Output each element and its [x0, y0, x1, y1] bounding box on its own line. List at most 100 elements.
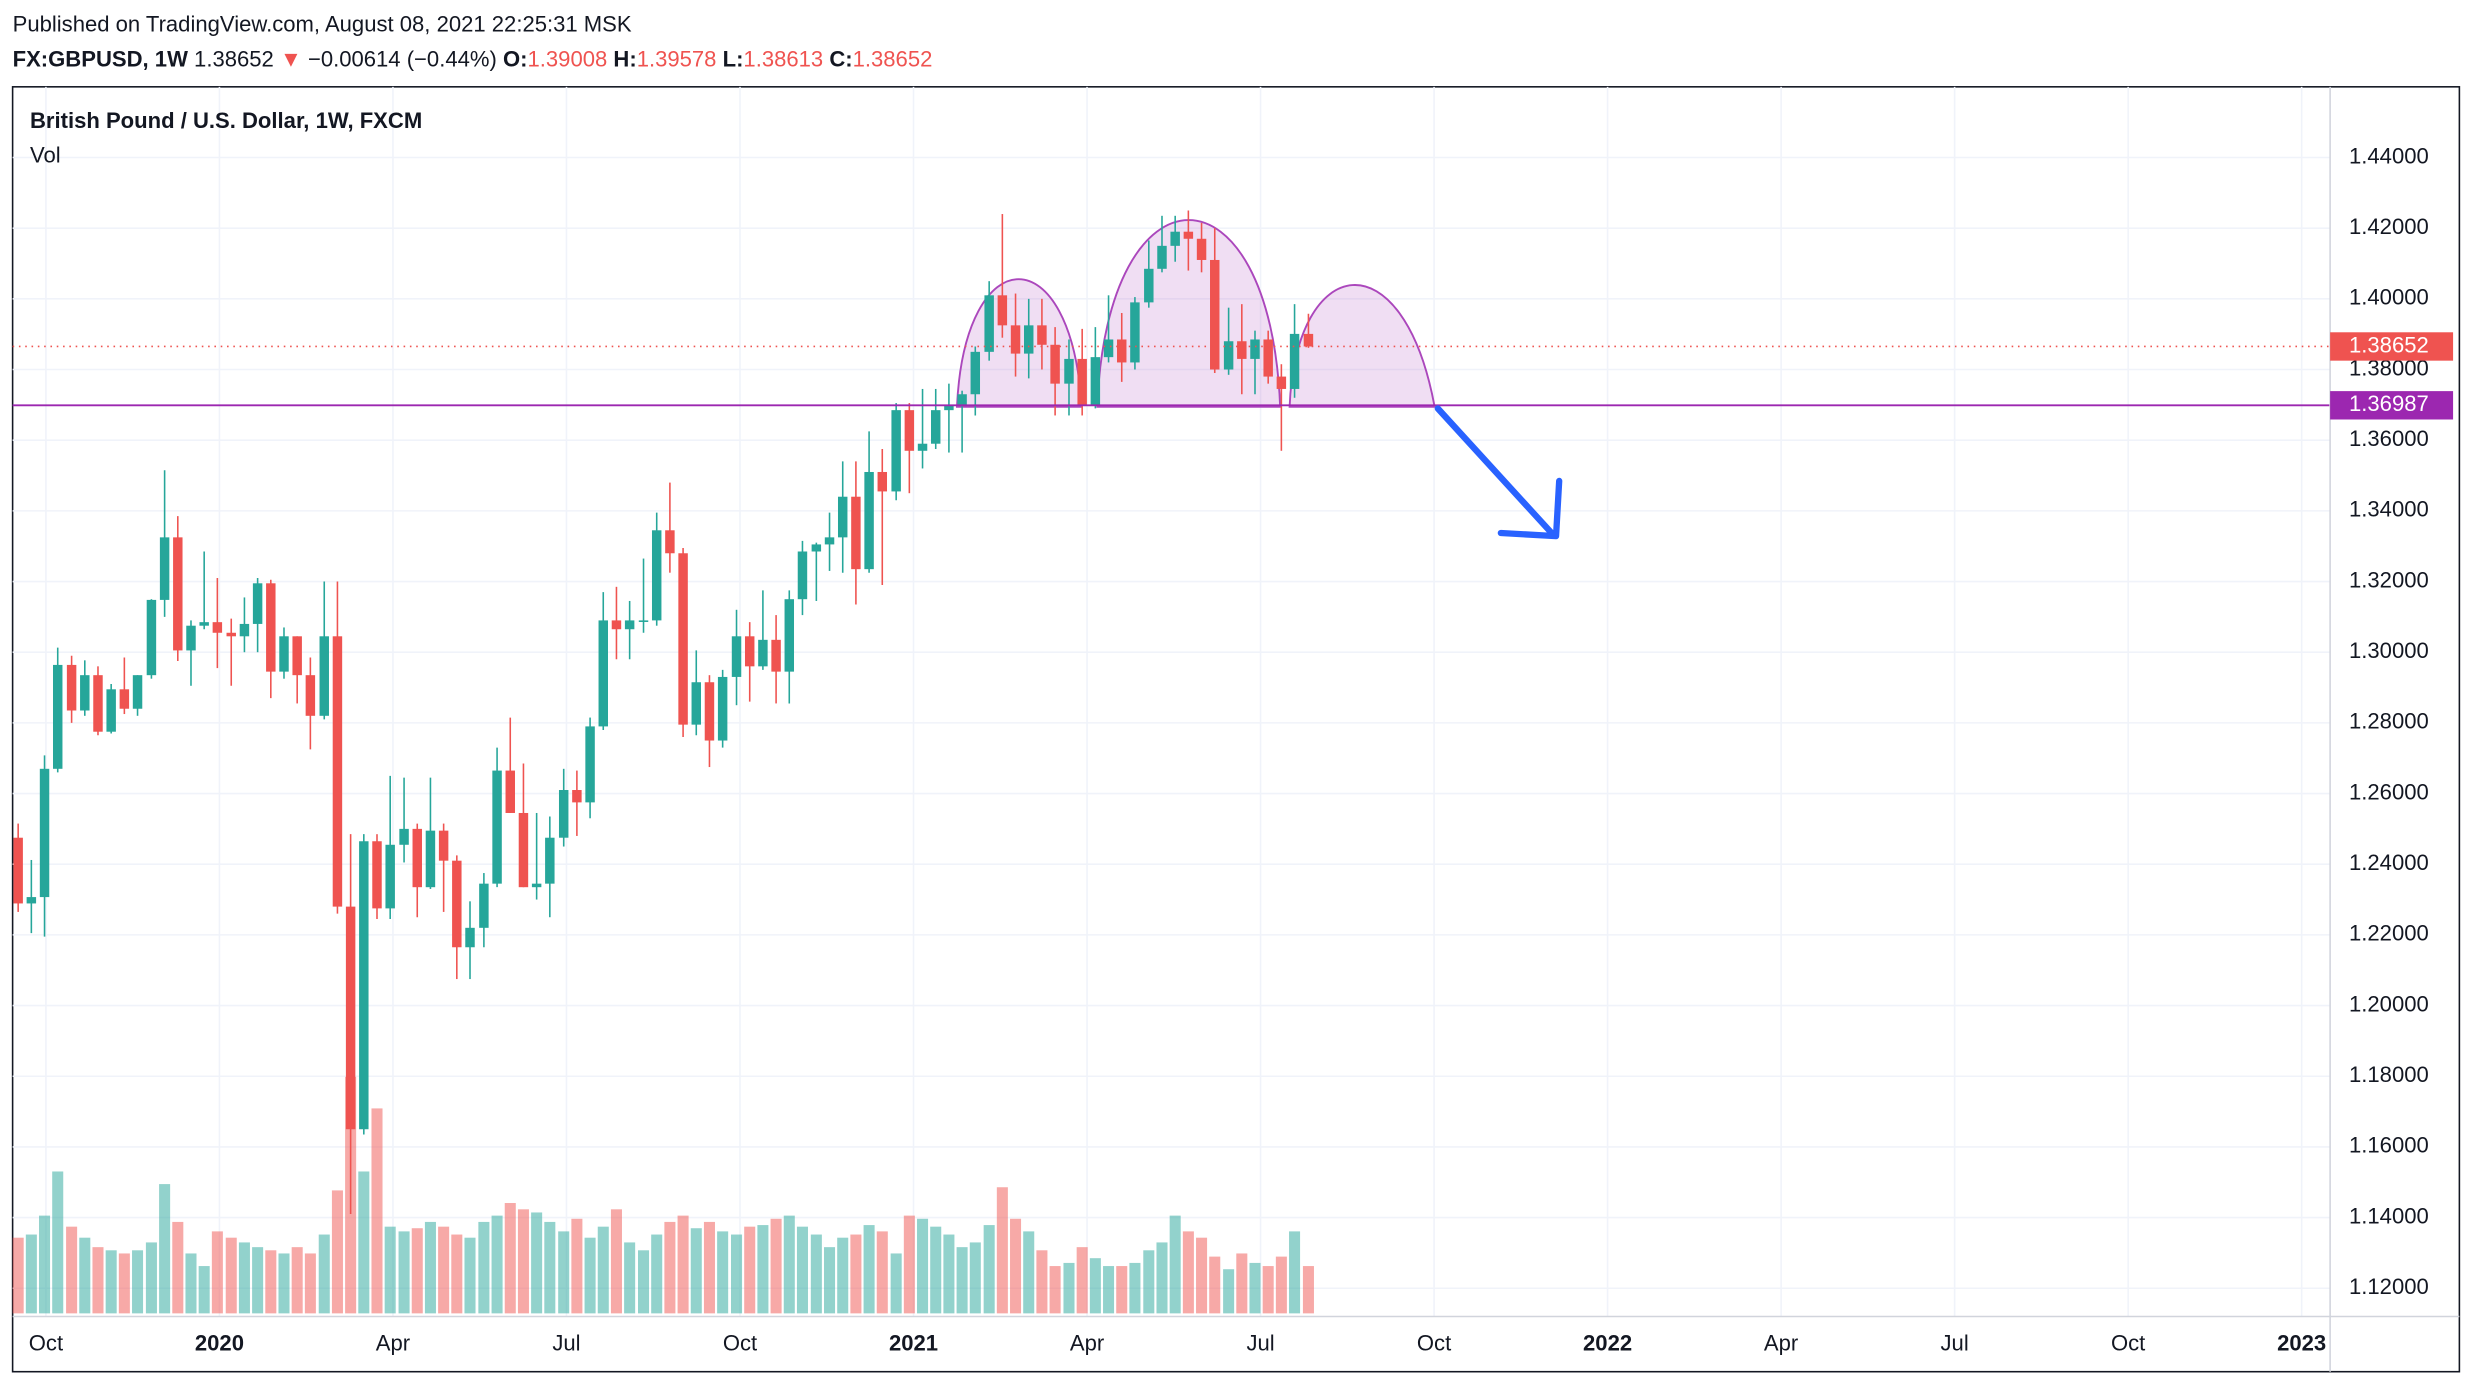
candle-body	[1103, 339, 1114, 358]
candle-body	[1144, 268, 1154, 303]
volume-bar	[703, 1221, 715, 1314]
candle-body	[717, 676, 728, 741]
candles	[13, 210, 1314, 1215]
volume-bar	[1289, 1231, 1301, 1314]
candle-body	[425, 830, 436, 888]
y-tick-label: 1.20000	[2349, 991, 2429, 1016]
volume-bar	[1116, 1266, 1128, 1314]
low-value: 1.38613	[743, 46, 823, 71]
candle-body	[1223, 341, 1234, 370]
volume-bar	[211, 1231, 223, 1314]
volume-bar	[132, 1250, 144, 1314]
x-tick-label: 2023	[2277, 1331, 2326, 1356]
volume-bar	[464, 1237, 476, 1314]
volume-bar	[1143, 1250, 1155, 1314]
volume-bar	[531, 1212, 543, 1314]
volume-bar	[517, 1209, 529, 1314]
x-tick-label: 2021	[889, 1331, 938, 1356]
volume-layer	[12, 1076, 1314, 1314]
candle-body	[266, 583, 276, 672]
low-label: L:	[723, 46, 744, 71]
candle-body	[997, 295, 1008, 326]
candle-body	[319, 636, 329, 716]
candle-body	[1037, 325, 1047, 345]
volume-bar	[1076, 1247, 1088, 1314]
volume-bar	[238, 1242, 250, 1314]
y-tick-label: 1.32000	[2349, 567, 2429, 592]
volume-bar	[810, 1234, 822, 1314]
candle-body	[1289, 333, 1300, 389]
candle-body	[970, 351, 981, 395]
volume-legend: Vol	[30, 142, 61, 167]
volume-bar	[304, 1253, 316, 1314]
candle-body	[505, 770, 515, 813]
volume-bar	[12, 1237, 24, 1314]
volume-bar	[159, 1184, 171, 1314]
y-tick-label: 1.24000	[2349, 850, 2429, 875]
price-label: 1.38652	[2349, 332, 2429, 357]
candle-body	[80, 675, 90, 711]
candle-body	[572, 790, 582, 803]
candle-body	[704, 682, 715, 741]
candle-body	[638, 620, 649, 622]
volume-bar	[969, 1242, 981, 1314]
x-tick-label: Oct	[29, 1331, 63, 1356]
candle-body	[585, 726, 595, 803]
candle-body	[13, 837, 23, 904]
candle-body	[598, 620, 608, 727]
volume-bar	[731, 1234, 743, 1314]
candle-body	[758, 639, 768, 667]
candle-body	[518, 812, 529, 888]
candle-body	[784, 599, 795, 672]
candle-body	[26, 897, 37, 904]
candle-body	[731, 636, 742, 677]
volume-bar	[185, 1253, 197, 1314]
open-label: O:	[503, 46, 528, 71]
symbol-line: FX:GBPUSD, 1W 1.38652 ▼ −0.00614 (−0.44%…	[13, 46, 933, 71]
candle-body	[744, 636, 755, 667]
volume-bar	[1049, 1266, 1061, 1314]
volume-bar	[145, 1242, 157, 1314]
high-label: H:	[613, 46, 636, 71]
volume-bar	[79, 1237, 91, 1314]
close-label: C:	[829, 46, 852, 71]
volume-bar	[1169, 1215, 1181, 1314]
volume-bar	[783, 1215, 795, 1314]
direction: ▼	[280, 46, 302, 71]
chart-frame	[11, 86, 2461, 1373]
volume-bar	[770, 1218, 782, 1314]
x-tick-label: Jul	[1941, 1331, 1969, 1356]
x-tick-label: Apr	[1070, 1331, 1104, 1356]
high-value: 1.39578	[637, 46, 717, 71]
y-tick-label: 1.28000	[2349, 709, 2429, 734]
volume-bar	[438, 1226, 450, 1314]
y-tick-label: 1.42000	[2349, 214, 2429, 239]
volume-bar	[1063, 1262, 1075, 1314]
candle-body	[811, 544, 822, 552]
volume-bar	[1010, 1218, 1022, 1314]
candle-body	[492, 770, 502, 884]
chart-title: British Pound / U.S. Dollar, 1W, FXCM	[30, 108, 422, 133]
candle-body	[1263, 339, 1273, 377]
volume-bar	[371, 1108, 383, 1314]
candle-body	[651, 530, 662, 621]
volume-bar	[172, 1221, 184, 1314]
volume-bar	[1262, 1266, 1274, 1314]
y-tick-label: 1.30000	[2349, 638, 2429, 663]
volume-bar	[744, 1226, 756, 1314]
volume-bar	[983, 1225, 995, 1314]
candle-body	[1170, 231, 1180, 246]
candle-body	[984, 295, 994, 352]
candle-body	[359, 841, 369, 1130]
volume-bar	[1223, 1269, 1235, 1314]
volume-bar	[651, 1234, 663, 1314]
last-price: 1.38652	[194, 46, 274, 71]
volume-bar	[930, 1226, 942, 1314]
volume-bar	[890, 1253, 902, 1314]
volume-bar	[105, 1250, 117, 1314]
volume-bar	[25, 1234, 37, 1314]
candle-body	[1237, 341, 1247, 359]
candle-body	[1157, 245, 1167, 269]
candle-body	[399, 828, 409, 845]
